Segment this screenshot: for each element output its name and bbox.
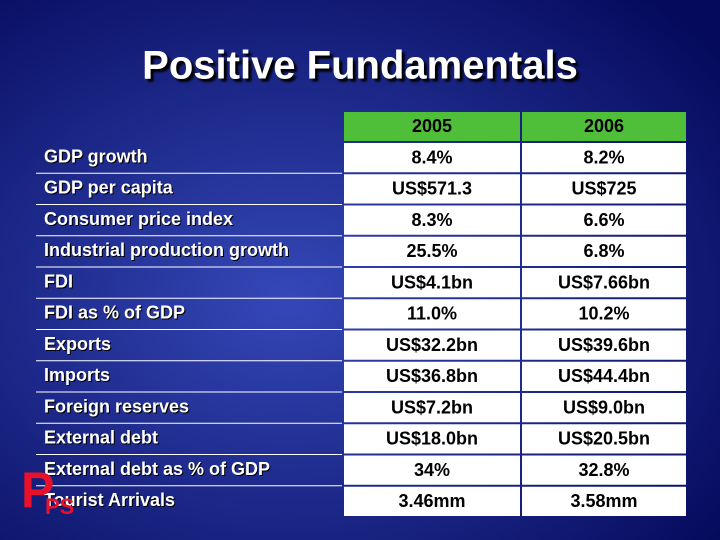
value-cell [344, 205, 520, 235]
cell-value: US$4.1bn [391, 272, 473, 292]
row-label: Consumer price index [44, 209, 233, 229]
cell-value: 3.58mm [570, 491, 637, 511]
value-cell [522, 299, 686, 329]
value-cell [344, 174, 520, 204]
row-label: GDP per capita [44, 178, 174, 198]
cell-value: US$571.3 [392, 179, 472, 199]
cell-value: 3.46mm [398, 491, 465, 511]
value-cell [344, 455, 520, 485]
value-cell [344, 143, 520, 173]
row-label: FDI as % of GDP [44, 303, 185, 323]
cell-value: 10.2% [578, 304, 629, 324]
cell-value: 32.8% [578, 460, 629, 480]
column-header: 2006 [584, 116, 624, 136]
table: 2005 2006 GDP growth 8.4% 8.2% GDP per capita… [36, 112, 686, 516]
cell-value: US$18.0bn [386, 429, 478, 449]
value-cell [344, 393, 520, 423]
row-label: External debt [44, 428, 158, 448]
value-cell [344, 330, 520, 360]
cell-value: 11.0% [407, 304, 457, 324]
value-cell [522, 455, 686, 485]
cell-value: US$32.2bn [386, 335, 478, 355]
slide-title: Positive Fundamentals [142, 44, 578, 88]
cell-value: US$7.2bn [391, 397, 473, 417]
cell-value: 6.6% [583, 210, 624, 230]
row-label: Exports [44, 334, 111, 354]
row-label: Tourist Arrivals [44, 490, 175, 510]
cell-value: US$20.5bn [558, 429, 650, 449]
row-label: Industrial production growth [44, 240, 289, 260]
cell-value: 8.2% [583, 147, 624, 167]
value-cell [522, 174, 686, 204]
cell-value: US$36.8bn [386, 366, 478, 386]
value-cell [522, 393, 686, 423]
logo-letters: PS [45, 494, 74, 519]
value-cell [522, 236, 686, 266]
value-cell [344, 361, 520, 391]
header-cell [344, 112, 520, 141]
value-cell [344, 424, 520, 454]
value-cell [522, 205, 686, 235]
value-cell [344, 236, 520, 266]
value-cell [522, 361, 686, 391]
cell-value: 8.3% [411, 210, 452, 230]
cell-value: 34% [414, 460, 450, 480]
value-cell [522, 486, 686, 516]
cell-value: 25.5% [406, 241, 457, 261]
value-cell [344, 299, 520, 329]
cell-value: US$725 [571, 179, 636, 199]
value-cell [522, 268, 686, 298]
value-cell [522, 143, 686, 173]
row-label: Imports [44, 365, 110, 385]
cell-value: US$7.66bn [558, 272, 650, 292]
logo: P PS [21, 462, 74, 519]
cell-value: 8.4% [411, 147, 452, 167]
column-header: 2005 [412, 116, 452, 136]
cell-value: US$44.4bn [558, 366, 650, 386]
value-cell [522, 330, 686, 360]
value-cell [344, 268, 520, 298]
header-cell [522, 112, 686, 141]
row-label: External debt as % of GDP [44, 459, 270, 479]
row-label: Foreign reserves [44, 396, 189, 416]
cell-value: US$9.0bn [563, 397, 645, 417]
row-label: GDP growth [44, 146, 148, 166]
cell-value: 6.8% [583, 241, 624, 261]
value-cell [344, 486, 520, 516]
logo-letter: P [21, 462, 54, 518]
row-label: FDI [44, 271, 73, 291]
value-cell [522, 424, 686, 454]
cell-value: US$39.6bn [558, 335, 650, 355]
